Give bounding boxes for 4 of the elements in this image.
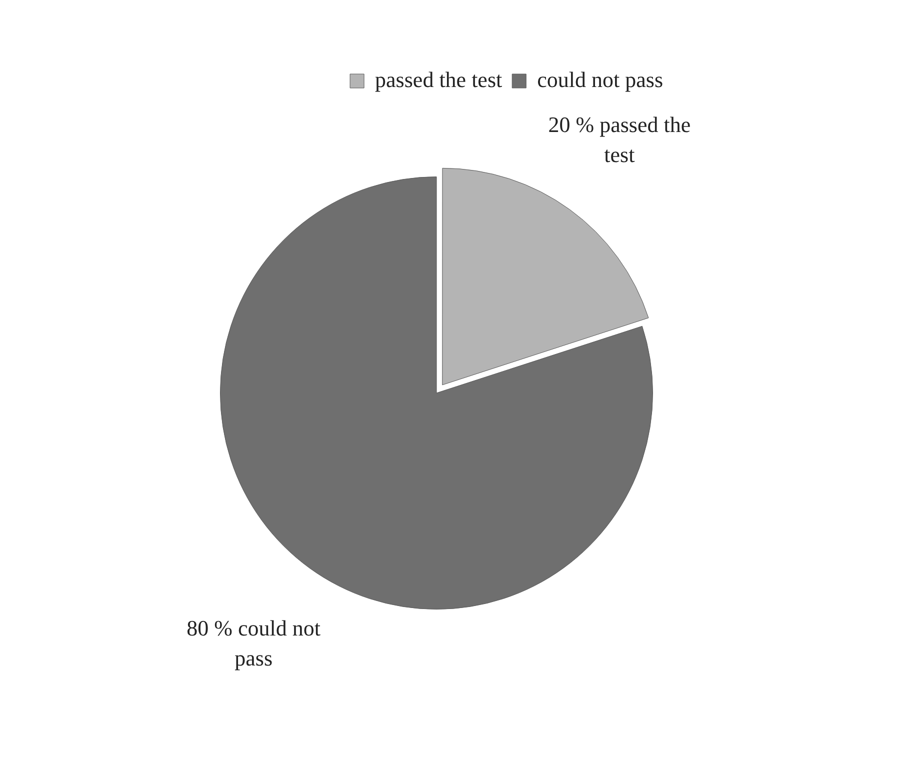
data-label: 20 % passed the test	[548, 112, 691, 167]
data-label: 80 % could not pass	[186, 616, 320, 671]
legend-label: passed the test	[375, 66, 502, 92]
legend-label: could not pass	[537, 66, 664, 92]
